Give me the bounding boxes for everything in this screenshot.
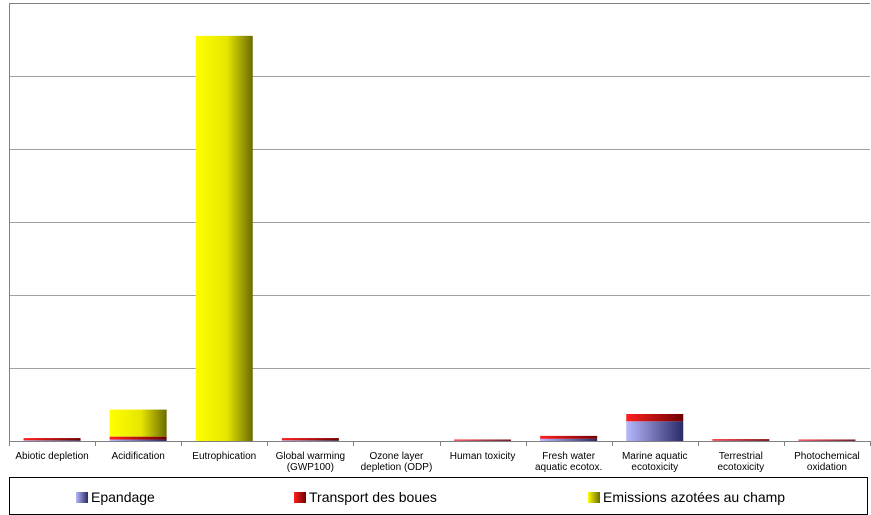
bar-transport-des-boues-0 <box>23 438 81 441</box>
bar-transport-des-boues-7 <box>626 413 684 422</box>
bar-transport-des-boues-8 <box>712 439 770 441</box>
x-tick-label: Human toxicity <box>449 451 516 462</box>
bar-epandage-1 <box>109 439 167 441</box>
legend: Epandage Transport des boues Emissions a… <box>9 477 868 515</box>
legend-label: Epandage <box>91 489 155 505</box>
x-tick-label: Photochemical oxidation <box>794 451 860 473</box>
x-tick-label: Eutrophication <box>192 451 257 462</box>
legend-item-epandage: Epandage <box>76 489 155 505</box>
bar-epandage-0 <box>23 440 81 441</box>
bar-epandage-6 <box>540 438 598 441</box>
x-tick-label: Fresh water aquatic ecotox. <box>535 451 603 473</box>
bar-transport-des-boues-6 <box>540 435 598 439</box>
bar-emissions-azot-es-au-champ-2 <box>195 35 253 441</box>
bar-transport-des-boues-5 <box>454 439 512 441</box>
bar-transport-des-boues-1 <box>109 436 167 440</box>
chart-plot-area <box>9 3 871 446</box>
bar-emissions-azot-es-au-champ-1 <box>109 409 167 437</box>
legend-swatch-epandage <box>76 491 88 503</box>
legend-label: Transport des boues <box>309 489 437 505</box>
x-tick-label: Abiotic depletion <box>15 451 89 462</box>
bar-epandage-3 <box>281 440 339 441</box>
legend-swatch-emissions <box>588 491 600 503</box>
x-tick-label: Acidification <box>111 451 165 462</box>
legend-item-emissions: Emissions azotées au champ <box>588 489 785 505</box>
legend-swatch-transport <box>294 491 306 503</box>
x-tick-label: Terrestrial ecotoxicity <box>717 451 765 473</box>
legend-item-transport: Transport des boues <box>294 489 437 505</box>
x-tick-label: Ozone layer depletion (ODP) <box>360 451 433 473</box>
legend-label: Emissions azotées au champ <box>603 489 786 505</box>
bar-transport-des-boues-9 <box>798 439 856 441</box>
bar-transport-des-boues-3 <box>281 438 339 441</box>
x-tick-label: Marine aquatic ecotoxicity <box>621 451 688 473</box>
bar-epandage-7 <box>626 421 684 441</box>
x-tick-label: Global warming (GWP100) <box>275 451 346 473</box>
